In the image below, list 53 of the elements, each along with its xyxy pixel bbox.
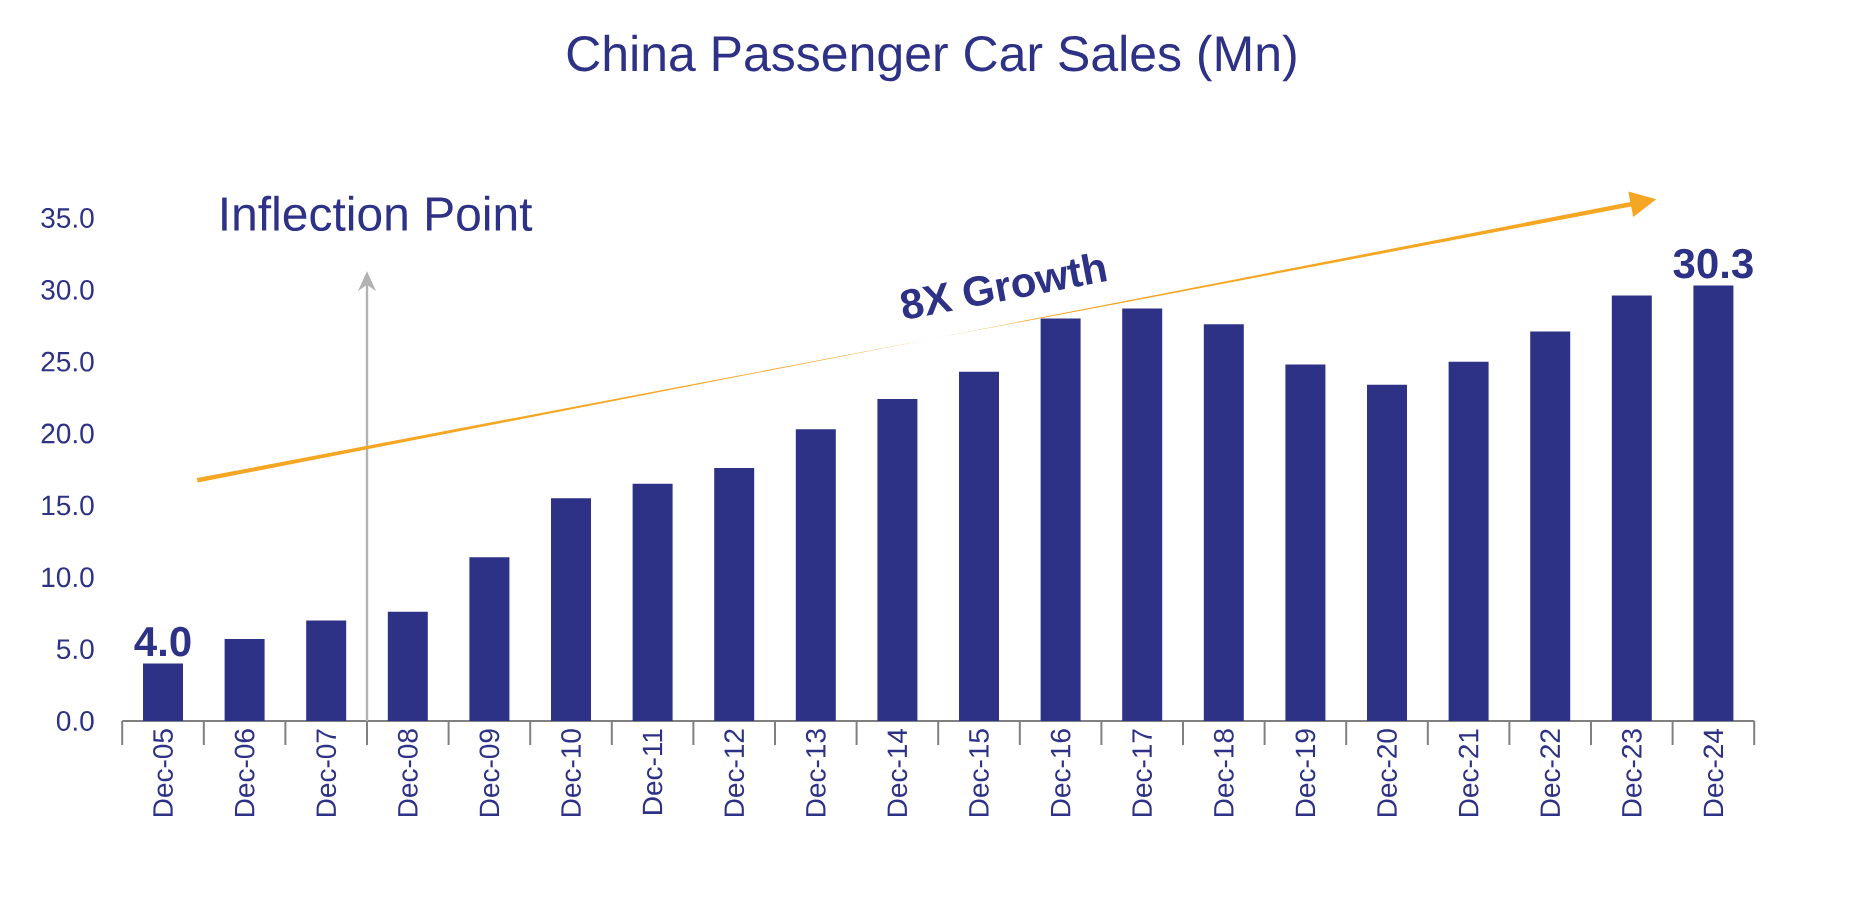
x-tick-label: Dec-19 xyxy=(1295,729,1316,817)
x-tick-label: Dec-11 xyxy=(642,729,663,814)
x-tick-label: Dec-22 xyxy=(1540,729,1561,817)
x-tick-label: Dec-17 xyxy=(1132,729,1152,817)
x-tick-label: Dec-08 xyxy=(397,729,418,817)
chart-title: China Passenger Car Sales (Mn) xyxy=(567,34,1296,82)
x-tick-label: Dec-15 xyxy=(969,729,989,817)
y-tick-label: 35.0 xyxy=(41,208,94,228)
x-tick-label: Dec-24 xyxy=(1703,728,1724,817)
annotation: Inflection Point xyxy=(222,195,533,232)
bar xyxy=(306,620,347,721)
bar xyxy=(224,639,265,721)
x-tick-label: Dec-12 xyxy=(724,729,745,817)
bar xyxy=(714,468,755,721)
bar xyxy=(1285,364,1326,721)
y-tick-label: 5.0 xyxy=(56,639,94,660)
x-tick-label: Dec-05 xyxy=(153,729,173,817)
x-tick-label: Dec-07 xyxy=(316,729,337,817)
y-tick-label: 30.0 xyxy=(41,279,94,300)
y-tick-label: 10.0 xyxy=(42,567,94,588)
annotation: 8X Growth xyxy=(900,253,1107,319)
x-tick-label: Dec-10 xyxy=(561,729,581,817)
bar xyxy=(1040,318,1081,721)
bar xyxy=(877,399,918,721)
y-tick-label: 15.0 xyxy=(42,495,94,516)
bar xyxy=(1611,295,1652,721)
y-tick-label: 20.0 xyxy=(41,423,94,444)
x-tick-label: Dec-21 xyxy=(1458,729,1479,817)
x-tick-label: Dec-23 xyxy=(1621,729,1642,817)
x-tick-label: Dec-13 xyxy=(805,729,826,817)
bar xyxy=(1122,308,1163,721)
bar xyxy=(632,483,673,721)
x-tick-label: Dec-20 xyxy=(1377,729,1397,817)
bar xyxy=(959,371,999,721)
x-tick-label: Dec-16 xyxy=(1050,729,1071,817)
data-label: 4.0 xyxy=(134,626,191,657)
y-tick-label: 0.0 xyxy=(56,711,94,731)
data-label: 30.3 xyxy=(1673,248,1753,279)
bar xyxy=(795,429,836,721)
x-tick-label: Dec-18 xyxy=(1213,729,1234,817)
bar xyxy=(1530,331,1571,721)
x-tick-label: Dec-06 xyxy=(234,729,255,817)
bar xyxy=(1367,384,1408,721)
bar xyxy=(551,498,591,721)
bar xyxy=(1693,285,1734,721)
x-tick-label: Dec-14 xyxy=(887,728,908,817)
bar xyxy=(387,611,428,721)
bar xyxy=(469,557,510,721)
bar xyxy=(143,663,184,721)
y-tick-label: 25.0 xyxy=(41,351,94,372)
bar xyxy=(1448,361,1489,721)
bar xyxy=(1203,324,1244,721)
x-tick-label: Dec-09 xyxy=(479,729,500,817)
